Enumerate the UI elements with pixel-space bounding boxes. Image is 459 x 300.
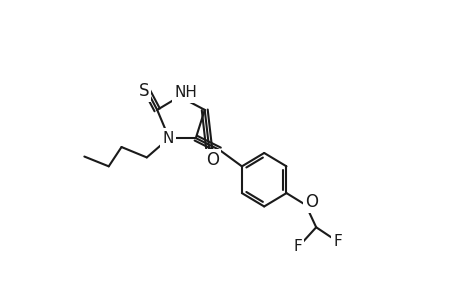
Text: N: N [162, 130, 173, 146]
Text: O: O [205, 152, 218, 169]
Text: NH: NH [174, 85, 197, 100]
Text: O: O [304, 193, 317, 211]
Text: S: S [138, 82, 149, 100]
Text: F: F [293, 239, 302, 254]
Text: F: F [332, 234, 341, 249]
